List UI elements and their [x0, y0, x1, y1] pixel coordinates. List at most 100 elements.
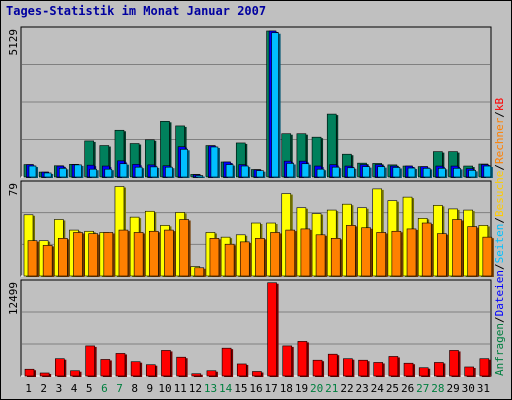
bar-visits-rechner-4	[73, 232, 83, 277]
bar-visits-rechner-21	[330, 238, 341, 277]
bar-hits-seiten-14	[225, 164, 234, 178]
bar-hits-seiten-7	[119, 163, 128, 178]
x-tick-label-26: 26	[401, 382, 414, 395]
bar-visits-rechner-22	[346, 225, 356, 277]
bar-hits-seiten-25	[392, 167, 401, 178]
x-tick-label-15: 15	[234, 382, 247, 395]
bar-hits-seiten-29	[453, 168, 461, 178]
legend-entry-2: Dateien	[493, 270, 506, 316]
x-tick-label-24: 24	[371, 382, 385, 395]
bar-visits-rechner-10	[164, 229, 174, 277]
x-tick-label-10: 10	[158, 382, 171, 395]
bar-hits-seiten-27	[422, 168, 431, 178]
bar-kb-kb-7	[115, 353, 126, 377]
bar-kb-kb-10	[161, 350, 171, 377]
bar-visits-rechner-16	[255, 238, 265, 277]
bar-kb-kb-21	[327, 353, 338, 377]
bar-hits-seiten-15	[240, 165, 249, 178]
bar-kb-kb-20	[312, 359, 323, 377]
bar-kb-kb-25	[388, 356, 399, 377]
bar-kb-kb-11	[176, 356, 186, 377]
legend-entry-5: /	[493, 217, 506, 224]
bar-hits-seiten-30	[468, 170, 476, 178]
bar-kb-kb-26	[403, 362, 414, 377]
y-max-label-visits: 79	[7, 183, 20, 196]
x-tick-label-25: 25	[386, 382, 399, 395]
bar-kb-kb-24	[373, 362, 384, 377]
x-tick-label-1: 1	[25, 382, 32, 395]
bar-hits-seiten-20	[316, 168, 325, 178]
bar-visits-rechner-7	[118, 229, 129, 277]
bar-visits-rechner-3	[58, 238, 68, 277]
bar-hits-seiten-5	[89, 168, 97, 178]
x-tick-label-21: 21	[325, 382, 338, 395]
x-tick-label-30: 30	[462, 382, 475, 395]
bar-visits-rechner-6	[103, 232, 114, 277]
x-tick-label-12: 12	[189, 382, 202, 395]
bar-hits-seiten-2	[43, 172, 52, 178]
bar-visits-rechner-1	[27, 240, 38, 277]
bar-kb-kb-5	[85, 345, 95, 377]
x-tick-label-6: 6	[101, 382, 108, 395]
bar-visits-rechner-5	[88, 233, 98, 277]
x-tick-label-31: 31	[477, 382, 490, 395]
bar-hits-seiten-17	[271, 32, 279, 178]
bar-hits-seiten-21	[331, 166, 340, 178]
bar-visits-rechner-9	[148, 230, 159, 277]
bar-kb-kb-13	[206, 370, 217, 377]
bar-visits-rechner-26	[406, 228, 417, 277]
bar-visits-rechner-30	[467, 226, 477, 277]
x-tick-label-17: 17	[265, 382, 278, 395]
x-tick-label-27: 27	[416, 382, 429, 395]
bar-kb-kb-31	[479, 358, 490, 377]
bar-visits-rechner-24	[376, 232, 387, 277]
legend-entry-10: kB	[493, 97, 506, 111]
x-tick-label-16: 16	[249, 382, 262, 395]
bar-visits-rechner-13	[209, 238, 220, 277]
panel-kb	[20, 279, 492, 377]
bar-hits-seiten-1	[28, 165, 37, 178]
bar-visits-rechner-14	[224, 243, 235, 277]
bar-visits-rechner-28	[437, 233, 447, 277]
x-tick-label-11: 11	[174, 382, 187, 395]
x-tick-label-13: 13	[204, 382, 217, 395]
bar-kb-kb-1	[24, 368, 35, 377]
legend-right: Anfragen/Dateien/Seiten/Besuche/Rechner/…	[493, 97, 506, 376]
bar-kb-kb-14	[221, 347, 232, 377]
bar-kb-kb-16	[252, 371, 262, 377]
chart-title: Tages-Statistik im Monat Januar 2007	[6, 4, 267, 18]
legend-entry-1: /	[493, 316, 506, 323]
bar-visits-rechner-31	[482, 236, 493, 277]
x-tick-label-7: 7	[116, 382, 123, 395]
bar-kb-kb-4	[70, 370, 80, 377]
bar-hits-seiten-19	[301, 163, 310, 178]
bar-hits-seiten-12	[195, 175, 204, 178]
bar-kb-kb-8	[130, 361, 141, 377]
x-tick-label-5: 5	[86, 382, 93, 395]
legend-entry-6: Besuche	[493, 171, 506, 217]
y-max-label-hits: 5129	[7, 29, 20, 56]
bar-visits-rechner-2	[42, 245, 53, 277]
bar-kb-kb-17	[267, 282, 277, 377]
bar-hits-seiten-8	[134, 166, 143, 178]
bar-visits-rechner-29	[452, 219, 462, 277]
x-tick-label-28: 28	[431, 382, 444, 395]
x-tick-label-20: 20	[310, 382, 323, 395]
bar-hits-seiten-31	[483, 165, 492, 178]
bar-hits-seiten-16	[256, 170, 264, 178]
bar-kb-kb-29	[449, 350, 459, 377]
x-tick-label-18: 18	[280, 382, 293, 395]
bar-kb-kb-15	[236, 363, 247, 377]
bar-kb-kb-18	[282, 345, 293, 377]
bar-kb-kb-27	[418, 367, 429, 377]
bar-hits-seiten-28	[438, 168, 446, 178]
x-tick-label-19: 19	[295, 382, 308, 395]
bar-hits-seiten-11	[180, 148, 188, 178]
bar-kb-kb-30	[464, 366, 474, 377]
bar-kb-kb-22	[343, 358, 353, 377]
x-tick-label-23: 23	[356, 382, 369, 395]
bar-kb-kb-28	[434, 362, 444, 377]
bar-kb-kb-6	[100, 359, 111, 377]
bar-hits-seiten-10	[165, 166, 173, 178]
